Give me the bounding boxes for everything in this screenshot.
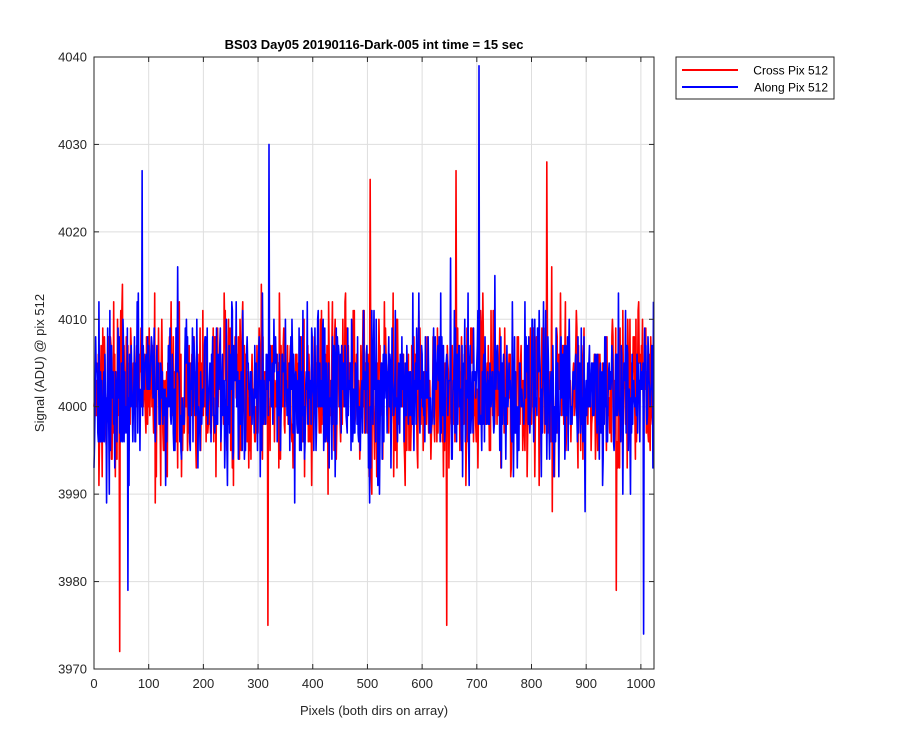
plot-frame [93,56,655,670]
y-tick-label: 3990 [58,487,87,502]
x-tick-label: 800 [521,676,543,691]
y-tick-label: 4030 [58,137,87,152]
y-tick-label: 4000 [58,399,87,414]
x-tick-label: 600 [411,676,433,691]
legend-box [675,56,835,100]
series-line-cross-pix-512 [93,161,655,653]
y-tick-label: 3970 [58,662,87,677]
x-tick-label: 500 [357,676,379,691]
y-tick-label: 3980 [58,574,87,589]
x-tick-label: 200 [193,676,215,691]
series-layer [93,64,655,653]
y-tick-label: 4040 [58,50,87,65]
x-tick-label: 0 [90,676,97,691]
chart-title: BS03 Day05 20190116-Dark-005 int time = … [225,37,524,52]
tick-layer: 0 100 200 300 400 500 600 700 800 900 1000 3970 3980… [58,50,655,692]
x-tick-label: 100 [138,676,160,691]
x-tick-label: 700 [466,676,488,691]
series-line-along-pix-512 [93,64,655,635]
x-tick-label: 300 [247,676,269,691]
legend-label-cross: Cross Pix 512 [753,64,828,78]
x-tick-label: 1000 [626,676,655,691]
legend: Cross Pix 512 Along Pix 512 [675,56,835,100]
x-tick-label: 900 [575,676,597,691]
legend-label-along: Along Pix 512 [754,81,828,95]
y-axis-label: Signal (ADU) @ pix 512 [32,294,47,432]
y-tick-label: 4020 [58,224,87,239]
x-axis-label: Pixels (both dirs on array) [300,703,448,718]
x-tick-label: 400 [302,676,324,691]
y-tick-label: 4010 [58,312,87,327]
